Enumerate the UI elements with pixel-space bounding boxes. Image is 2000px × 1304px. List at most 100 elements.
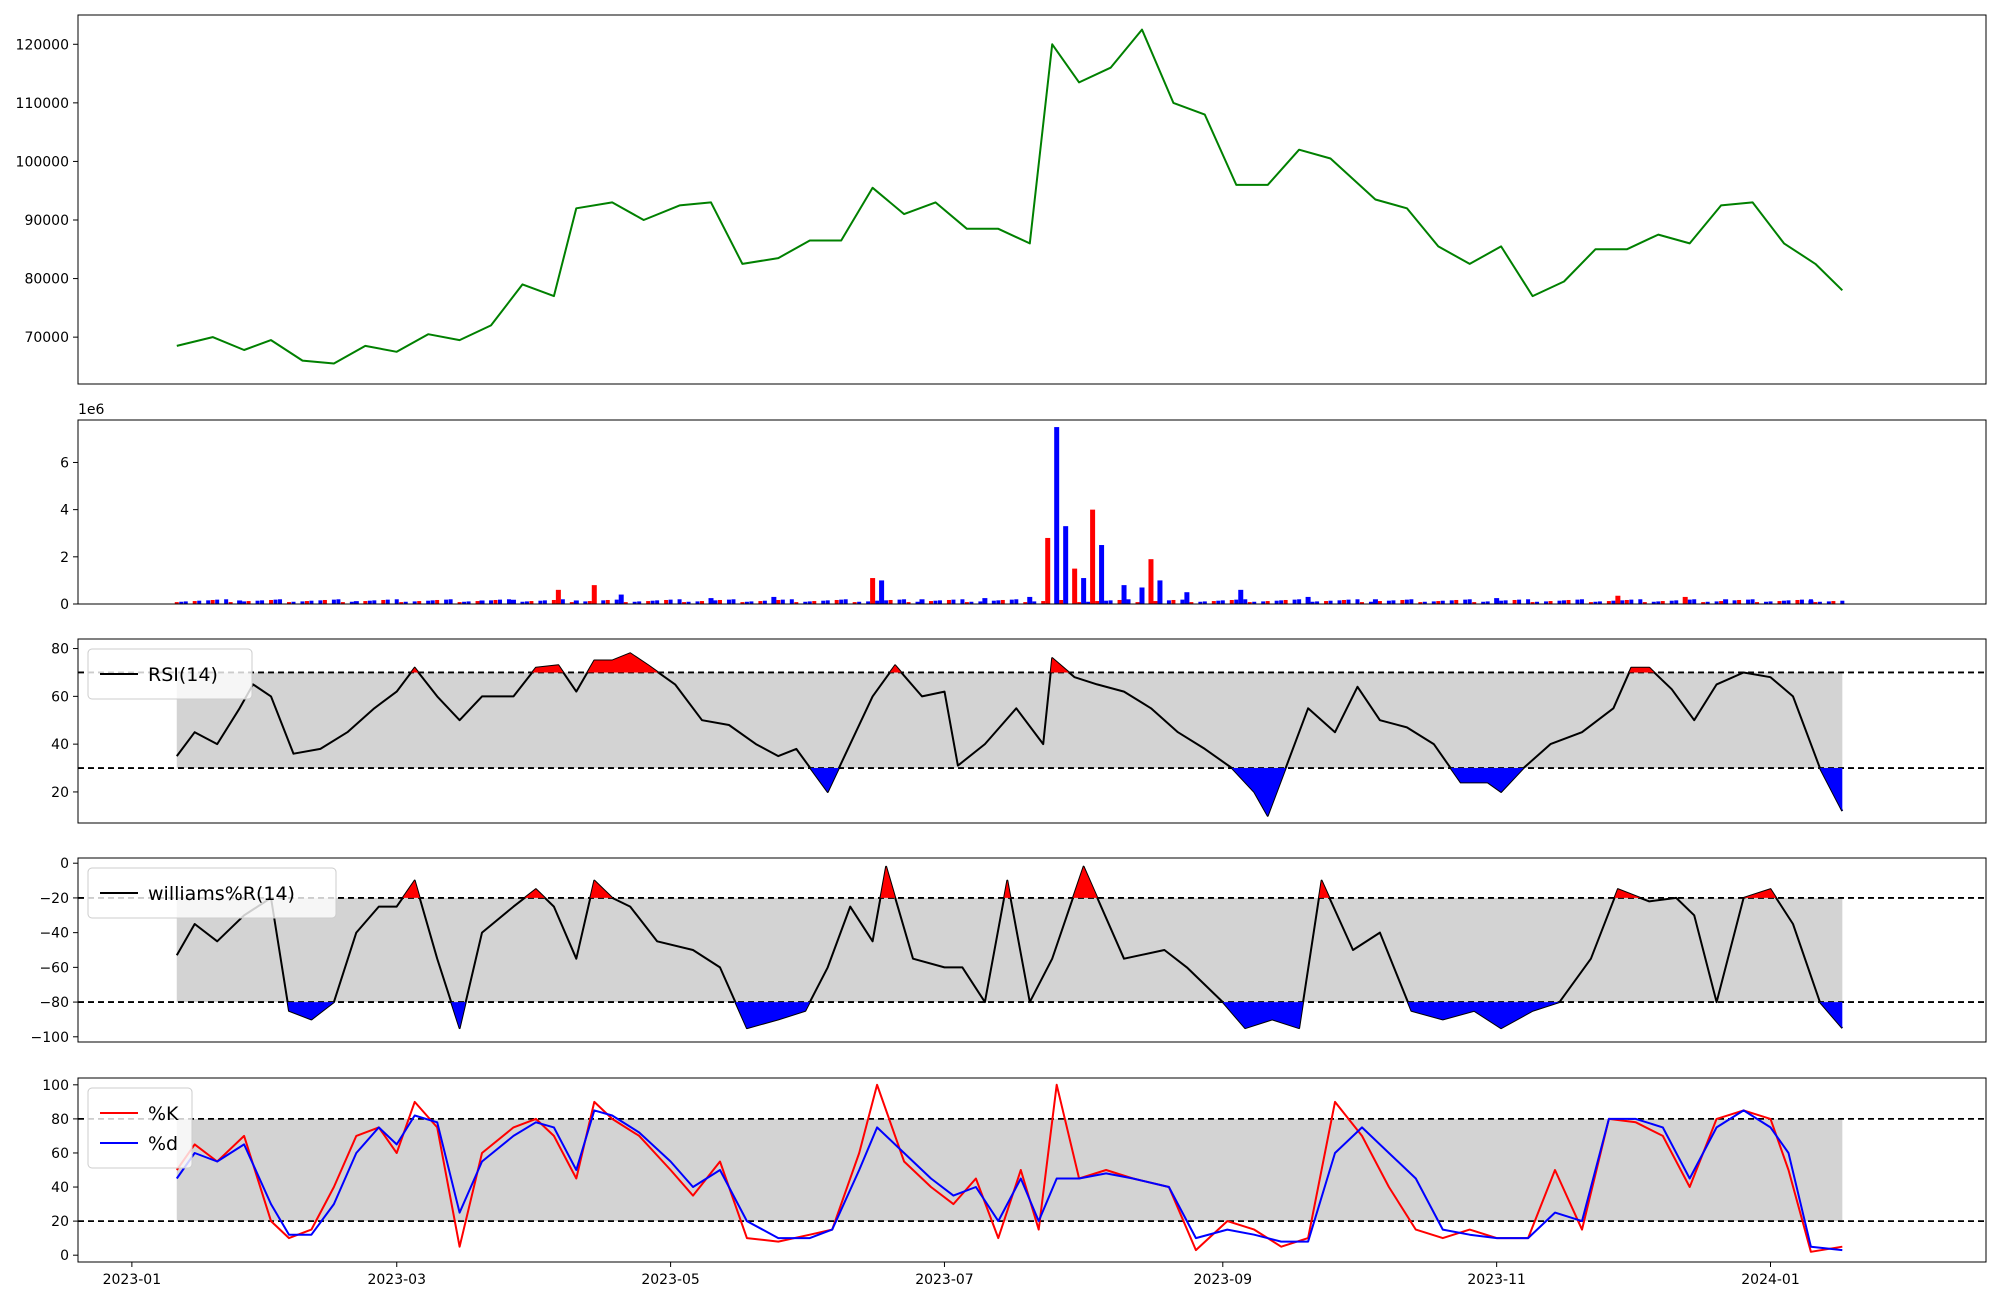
oversold-fill (735, 1002, 809, 1028)
x-tick-label: 2023-03 (367, 1272, 426, 1288)
y-tick-label: 120000 (16, 37, 69, 53)
volume-bar-base (1243, 599, 1247, 604)
price-panel-plot (177, 30, 1843, 364)
y-tick-label: −100 (31, 1030, 69, 1046)
volume-bar-base (678, 599, 682, 604)
volume-bar-base (1575, 600, 1579, 604)
volume-bar-base (1059, 600, 1063, 604)
y-tick-label: 100000 (16, 154, 69, 170)
y-tick-label: 110000 (16, 96, 69, 112)
volume-bar-base (1737, 600, 1741, 604)
volume-bar (1723, 599, 1728, 604)
y-tick-label: 80 (51, 642, 69, 658)
volume-bar (1122, 585, 1127, 604)
overbought-fill (1051, 658, 1069, 672)
volume-bar-base (1230, 600, 1234, 604)
overbought-fill (1073, 867, 1097, 898)
volume-bar (511, 600, 516, 604)
y-tick-label: 0 (60, 597, 69, 613)
volume-bar-base (1010, 600, 1014, 604)
y-tick-label: 40 (51, 737, 69, 753)
volume-bar-base (996, 600, 1000, 604)
volume-bar-base (835, 600, 839, 604)
volume-bar (1063, 526, 1068, 604)
volume-bar-base (1405, 600, 1409, 604)
volume-bar-base (1001, 600, 1005, 604)
volume-bar-base (1454, 600, 1458, 604)
volume-bar-base (1746, 600, 1750, 604)
volume-bar-base (395, 599, 399, 604)
volume-bar-base (1526, 599, 1530, 604)
volume-bar-base (790, 599, 794, 604)
y-tick-label: 100 (42, 1078, 69, 1094)
volume-bar-base (902, 599, 906, 604)
y-tick-label: −80 (39, 995, 69, 1011)
volume-bar-base (1674, 600, 1678, 604)
volume-bar-base (727, 600, 731, 604)
volume-bar-base (444, 600, 448, 604)
price-series-line (177, 30, 1843, 364)
y-tick-label: 20 (51, 1214, 69, 1230)
volume-bar-base (1450, 600, 1454, 604)
x-tick-label: 2023-05 (641, 1272, 700, 1288)
volume-bar-base (489, 600, 493, 604)
y-tick-label: −40 (39, 926, 69, 942)
volume-bar-base (1338, 600, 1342, 604)
volume-bar-base (1580, 599, 1584, 604)
volume-bar-base (938, 600, 942, 604)
volume-bar-base (1625, 600, 1629, 604)
volume-bar-base (889, 600, 893, 604)
volume-bar-base (1795, 600, 1799, 604)
volume-bar-base (1751, 599, 1755, 604)
x-tick-label: 2024-01 (1741, 1272, 1800, 1288)
volume-panel-plot (175, 427, 1845, 604)
volume-bar (1148, 559, 1153, 604)
y-tick-label: −20 (39, 891, 69, 907)
volume-bar-base (381, 600, 385, 604)
volume-bar-base (615, 600, 619, 604)
legend-4: %K%d (88, 1088, 192, 1168)
volume-bar (1808, 600, 1813, 604)
volume-bar (1184, 592, 1189, 604)
neutral-band (177, 672, 1843, 768)
volume-bar-base (669, 600, 673, 604)
volume-bar (771, 597, 776, 604)
volume-bar-base (1468, 599, 1472, 604)
volume-bar-base (224, 599, 228, 604)
neutral-band (177, 898, 1843, 1002)
volume-bar-base (731, 599, 735, 604)
legend-label: RSI(14) (148, 664, 218, 686)
oscillator-panel-plot-2 (78, 653, 1986, 816)
volume-bar-base (498, 600, 502, 604)
volume-bar-base (1118, 600, 1122, 604)
volume-bar (1027, 597, 1032, 604)
volume-bar (1238, 590, 1243, 604)
legend-3: williams%R(14) (88, 868, 336, 918)
volume-bar-base (494, 600, 498, 604)
y-tick-label: 70000 (24, 330, 69, 346)
volume-bar-base (960, 599, 964, 604)
volume-bar (1306, 597, 1311, 604)
y-tick-label: −60 (39, 960, 69, 976)
y-tick-label: 6 (60, 455, 69, 471)
oscillator-panel-plot-3 (78, 867, 1986, 1029)
volume-bar-base (1513, 600, 1517, 604)
volume-bar-base (1127, 599, 1131, 604)
volume-bar (1090, 510, 1095, 604)
x-tick-label: 2023-11 (1467, 1272, 1526, 1288)
volume-bar (1045, 538, 1050, 604)
overbought-fill (525, 889, 545, 898)
volume-bar-base (1800, 600, 1804, 604)
volume-bar-base (781, 600, 785, 604)
y-tick-label: 60 (51, 689, 69, 705)
volume-bar (592, 585, 597, 604)
y-tick-label: 80 (51, 1112, 69, 1128)
volume-bar-base (1109, 600, 1113, 604)
volume-bar-base (947, 600, 951, 604)
volume-bar-base (1620, 600, 1624, 604)
volume-bar (237, 600, 242, 604)
volume-bar (1683, 597, 1688, 604)
volume-bar-base (776, 600, 780, 604)
volume-bar-base (884, 600, 888, 604)
